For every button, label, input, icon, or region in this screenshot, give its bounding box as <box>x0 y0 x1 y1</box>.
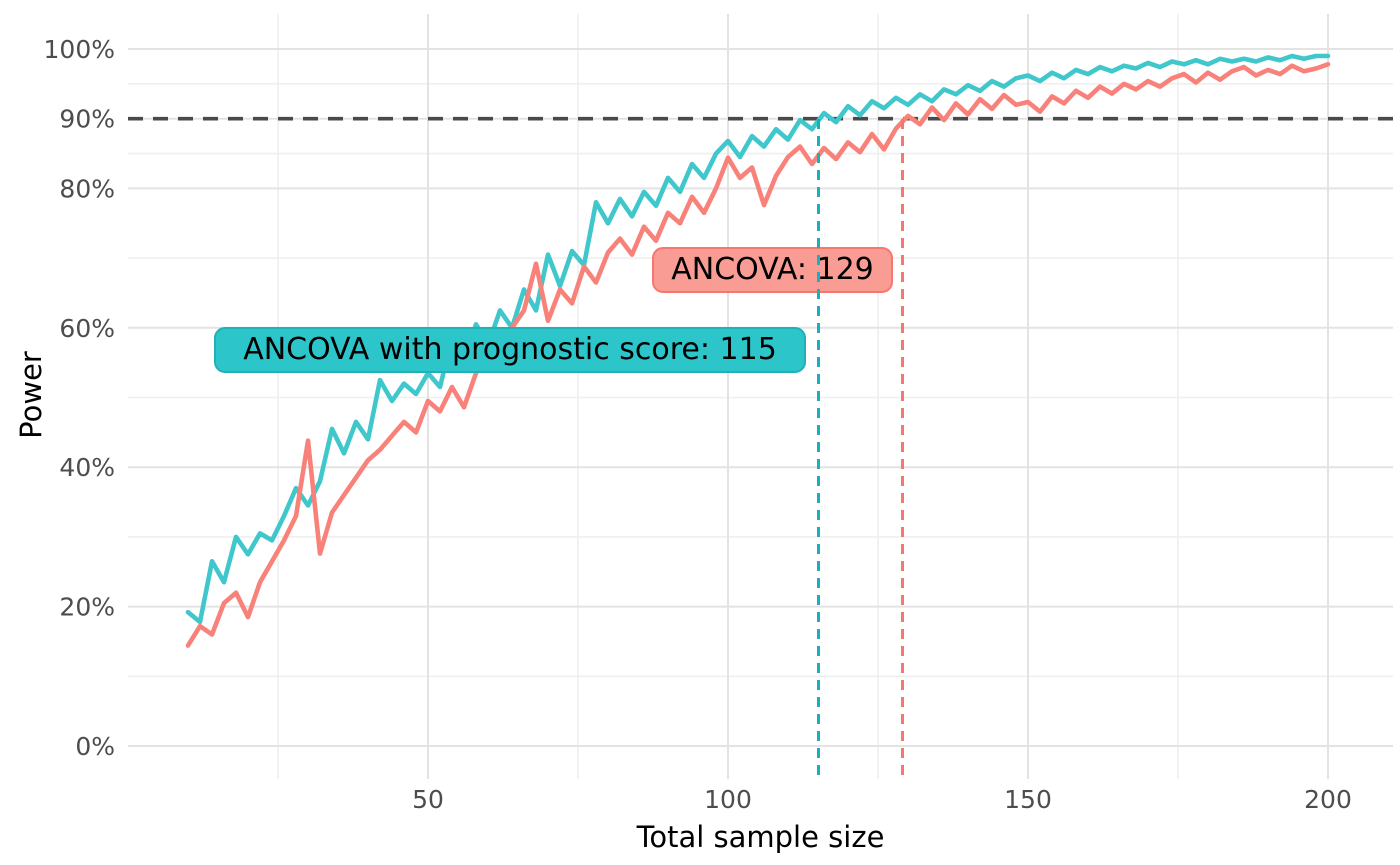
x-tick-label-100: 100 <box>704 785 752 814</box>
annotation-ancova-prognostic-text: ANCOVA with prognostic score: 115 <box>243 332 777 367</box>
y-tick-label-80: 80% <box>59 174 115 203</box>
dropline-ancova-prognostic <box>816 119 820 779</box>
y-tick-label-0: 0% <box>75 732 115 761</box>
annotation-ancova-label: ANCOVA: 129 <box>652 247 893 293</box>
y-tick-label-100: 100% <box>44 35 115 64</box>
x-axis-title: Total sample size <box>636 820 885 854</box>
x-tick-label-200: 200 <box>1304 785 1352 814</box>
y-tick-label-60: 60% <box>59 314 115 343</box>
series-line-ancova <box>185 62 1331 648</box>
x-tick-label-150: 150 <box>1004 785 1052 814</box>
dropline-ancova <box>900 119 904 779</box>
x-tick-label-50: 50 <box>412 785 444 814</box>
annotation-ancova-text: ANCOVA: 129 <box>671 252 874 287</box>
series-line-ancova-prognostic <box>185 53 1331 625</box>
y-axis-title: Power <box>14 351 48 439</box>
y-tick-label-40: 40% <box>59 453 115 482</box>
annotation-ancova-prognostic-label: ANCOVA with prognostic score: 115 <box>214 327 806 373</box>
y-tick-label-90: 90% <box>59 105 115 134</box>
y-tick-label-20: 20% <box>59 593 115 622</box>
